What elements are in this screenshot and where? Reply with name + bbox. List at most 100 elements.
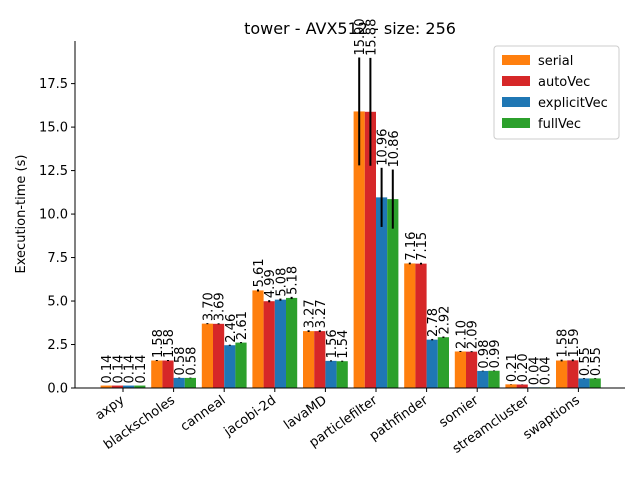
data-label: 15.88: [364, 19, 379, 56]
data-label: 4.99: [263, 269, 278, 298]
data-label: 2.09: [466, 320, 481, 349]
data-label: 0.21: [505, 353, 520, 382]
bars-layer: [100, 111, 601, 388]
data-label: 2.46: [224, 314, 239, 343]
bar: [353, 111, 365, 388]
bar: [201, 323, 213, 388]
bar: [235, 342, 247, 388]
data-label: 1.58: [556, 329, 571, 358]
bar: [556, 360, 568, 388]
data-label: 5.08: [274, 268, 289, 297]
data-label: 0.14: [123, 355, 138, 384]
bar: [578, 378, 590, 388]
data-label: 0.55: [589, 347, 604, 376]
data-label: 2.61: [235, 311, 250, 340]
bar: [286, 297, 298, 388]
y-tick-label: 10.0: [39, 208, 68, 223]
legend-label: explicitVec: [538, 96, 608, 111]
legend-swatch: [502, 118, 530, 128]
bar: [376, 197, 388, 388]
x-tick-label: somier: [437, 393, 482, 431]
data-label: 1.59: [567, 329, 582, 358]
bar: [184, 377, 196, 388]
data-label: 0.14: [111, 355, 126, 384]
y-tick-label: 17.5: [39, 77, 68, 92]
data-label: 0.04: [539, 356, 554, 385]
bar: [123, 385, 135, 388]
legend-swatch: [502, 76, 530, 86]
bar: [415, 263, 427, 388]
y-tick-label: 0.0: [47, 382, 68, 397]
legend: serial autoVec explicitVec fullVec: [493, 45, 620, 140]
data-label: 0.14: [100, 355, 115, 384]
bar: [134, 385, 146, 388]
legend-swatch: [502, 97, 530, 107]
bar: [274, 299, 286, 388]
bar: [404, 263, 416, 388]
data-label: 3.27: [303, 299, 318, 328]
bar: [213, 323, 225, 388]
data-label: 0.98: [477, 340, 492, 369]
bar: [303, 331, 315, 388]
data-label: 15.90: [353, 18, 368, 55]
data-label: 7.16: [404, 232, 419, 261]
data-label: 2.10: [454, 320, 469, 349]
bar: [252, 290, 264, 388]
x-tick-label: jacobi-2d: [221, 393, 279, 440]
data-label: 0.99: [488, 339, 503, 368]
bar: [387, 199, 399, 388]
bar: [505, 384, 517, 388]
x-tick-label: swaptions: [521, 393, 583, 443]
bar: [336, 361, 348, 388]
data-label: 3.70: [201, 292, 216, 321]
bar: [426, 339, 438, 388]
bar: [589, 378, 601, 388]
legend-frame: [493, 45, 620, 140]
bar: [111, 385, 123, 388]
legend-swatch: [502, 55, 530, 65]
y-axis-label: Execution-time (s): [14, 155, 29, 274]
legend-label: autoVec: [538, 75, 590, 90]
data-label: 1.56: [325, 329, 340, 358]
bar: [224, 345, 236, 388]
data-label: 3.27: [314, 299, 329, 328]
error-bars-layer: [155, 57, 597, 385]
data-label: 10.86: [387, 130, 402, 167]
chart-title: tower - AVX512 - size: 256: [244, 19, 456, 38]
data-label: 10.96: [376, 129, 391, 166]
legend-label: serial: [538, 54, 573, 69]
bar: [151, 360, 163, 388]
bar: [314, 331, 326, 388]
data-label: 0.55: [578, 347, 593, 376]
bar: [454, 351, 466, 388]
data-label: 2.78: [426, 308, 441, 337]
bar: [162, 360, 174, 388]
x-tick-label: canneal: [178, 393, 229, 435]
bar: [466, 351, 478, 388]
data-label: 0.20: [516, 353, 531, 382]
bar: [100, 385, 112, 388]
bar: [325, 360, 337, 388]
bar: [516, 384, 528, 388]
y-tick-label: 12.5: [39, 164, 68, 179]
y-tick-label: 7.5: [47, 251, 68, 266]
data-label: 1.54: [336, 330, 351, 359]
data-label: 1.58: [162, 329, 177, 358]
bar: [364, 111, 376, 388]
bar: [567, 360, 579, 388]
data-label: 2.92: [437, 306, 452, 335]
x-tick-label: axpy: [93, 393, 128, 424]
data-label: 0.04: [527, 356, 542, 385]
data-label: 0.58: [184, 347, 199, 376]
y-tick-label: 15.0: [39, 121, 68, 136]
bar: [437, 337, 449, 388]
data-label: 0.14: [134, 355, 149, 384]
data-label: 7.15: [415, 232, 430, 261]
data-label: 1.58: [151, 329, 166, 358]
legend-label: fullVec: [538, 117, 581, 132]
y-tick-label: 2.5: [47, 338, 68, 353]
data-label: 0.58: [173, 347, 188, 376]
y-tick-label: 5.0: [47, 295, 68, 310]
data-label: 5.18: [286, 266, 301, 295]
